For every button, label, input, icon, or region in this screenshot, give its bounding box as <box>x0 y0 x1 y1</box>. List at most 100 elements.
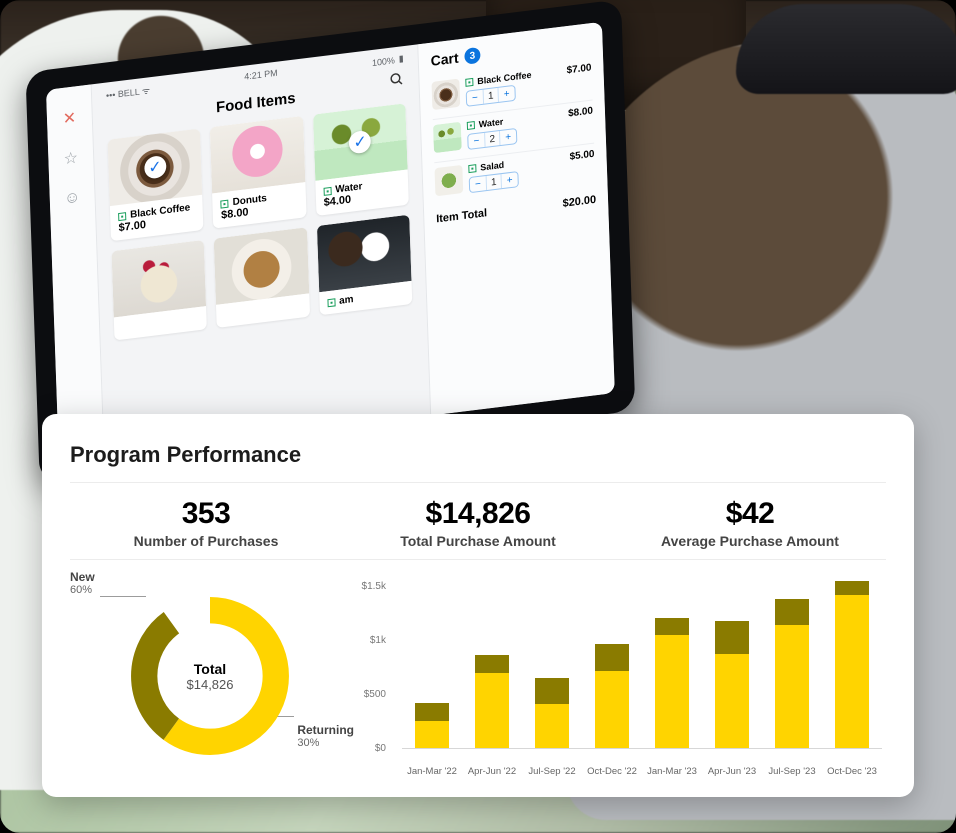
availability-icon <box>327 298 335 307</box>
product-card[interactable] <box>111 240 207 341</box>
cart-total-value: $20.00 <box>562 194 596 210</box>
cart-total-label: Item Total <box>436 207 487 225</box>
bar-segment-bottom <box>595 671 629 749</box>
bar-segment-bottom <box>775 625 809 749</box>
kpi: 353Number of Purchases <box>70 497 342 549</box>
bar-segment-bottom <box>655 635 689 749</box>
wifi-icon: ᯤ <box>142 85 151 96</box>
bar-segment-top <box>415 703 449 721</box>
donut-center-value: $14,826 <box>187 677 234 692</box>
qty-plus[interactable]: + <box>501 172 517 188</box>
bar-segment-bottom <box>835 595 869 749</box>
dashboard-card: Program Performance 353Number of Purchas… <box>42 414 914 797</box>
qty-stepper[interactable]: −2+ <box>467 128 517 150</box>
baseline <box>402 748 882 749</box>
star-icon[interactable]: ☆ <box>60 146 83 171</box>
bar <box>762 576 822 749</box>
availability-icon <box>323 186 331 195</box>
kpi-label: Total Purchase Amount <box>342 533 614 549</box>
bar <box>702 576 762 749</box>
donut-label-new: New60% <box>70 570 95 596</box>
x-tick-label: Oct-Dec '22 <box>582 766 642 777</box>
bar-segment-top <box>715 621 749 653</box>
qty-plus[interactable]: + <box>498 86 514 102</box>
qty-minus[interactable]: − <box>468 133 484 149</box>
product-card[interactable] <box>214 227 310 328</box>
face-icon[interactable]: ☺ <box>61 186 84 211</box>
x-tick-label: Jul-Sep '23 <box>762 766 822 777</box>
bar <box>582 576 642 749</box>
availability-icon <box>467 121 475 130</box>
utensils-icon[interactable]: ✕ <box>58 106 81 131</box>
qty-minus[interactable]: − <box>470 176 486 192</box>
donut-center-title: Total <box>194 661 226 677</box>
status-carrier: ••• BELL ᯤ <box>106 83 150 101</box>
battery-icon: ▮ <box>399 53 404 65</box>
y-tick: $1.5k <box>354 581 402 592</box>
y-tick: $0 <box>354 743 402 754</box>
availability-icon <box>118 212 126 221</box>
cart-item-price: $7.00 <box>566 62 591 76</box>
x-tick-label: Jan-Mar '22 <box>402 766 462 777</box>
cart-thumb <box>433 122 462 154</box>
bar-segment-bottom <box>715 654 749 749</box>
product-image: ✓ <box>313 103 408 181</box>
bar-segment-top <box>835 581 869 595</box>
donut-svg-wrap: Total $14,826 <box>116 582 304 770</box>
kpi-value: $14,826 <box>342 497 614 531</box>
bar-segment-top <box>655 618 689 635</box>
y-tick: $500 <box>354 689 402 700</box>
bar-segment-top <box>595 644 629 671</box>
bar-segment-bottom <box>535 704 569 749</box>
y-tick: $1k <box>354 635 402 646</box>
qty-plus[interactable]: + <box>500 129 516 145</box>
product-image: ✓ <box>108 128 203 206</box>
tablet-screen: ✕ ☆ ☺ ••• BELL ᯤ 4:21 PM 100% ▮ Food Ite… <box>46 22 615 461</box>
x-tick-label: Oct-Dec '23 <box>822 766 882 777</box>
cart-thumb <box>431 79 460 111</box>
product-image <box>111 240 206 318</box>
product-card[interactable]: Donuts$8.00 <box>210 116 306 229</box>
cart-item-price: $8.00 <box>568 105 593 119</box>
search-button[interactable] <box>388 70 405 93</box>
bars <box>402 576 882 749</box>
product-grid: ✓Black Coffee$7.00Donuts$8.00✓Water$4.00… <box>108 103 413 340</box>
status-time: 4:21 PM <box>244 68 278 85</box>
qty-stepper[interactable]: −1+ <box>469 171 519 193</box>
cart-thumb <box>434 165 463 197</box>
qty-value: 2 <box>484 131 500 147</box>
charts-row: New60% Returning30% Total $14,826 $0$500… <box>70 570 886 777</box>
availability-icon <box>465 78 473 87</box>
x-tick-label: Apr-Jun '22 <box>462 766 522 777</box>
x-axis-labels: Jan-Mar '22Apr-Jun '22Jul-Sep '22Oct-Dec… <box>402 766 882 777</box>
kpi: $42 Average Purchase Amount <box>614 497 886 549</box>
bar-chart: $0$500$1k$1.5k Jan-Mar '22Apr-Jun '22Jul… <box>354 570 886 777</box>
bar <box>462 576 522 749</box>
y-axis: $0$500$1k$1.5k <box>354 576 402 749</box>
product-card[interactable]: ✓Black Coffee$7.00 <box>108 128 204 241</box>
kpi-value: 353 <box>70 497 342 531</box>
availability-icon <box>468 164 476 173</box>
x-tick-label: Apr-Jun '23 <box>702 766 762 777</box>
tablet-main: ••• BELL ᯤ 4:21 PM 100% ▮ Food Items ✓Bl… <box>92 44 431 455</box>
bar-segment-top <box>535 678 569 704</box>
check-icon: ✓ <box>349 130 372 155</box>
bar <box>822 576 882 749</box>
cart-items: Black Coffee−1+$7.00Water−2+$8.00Salad−1… <box>431 57 595 205</box>
x-tick-label: Jul-Sep '22 <box>522 766 582 777</box>
kpi-label: Average Purchase Amount <box>614 533 886 549</box>
bar <box>402 576 462 749</box>
qty-value: 1 <box>483 88 499 104</box>
product-card[interactable]: ✓Water$4.00 <box>313 103 409 216</box>
qty-stepper[interactable]: −1+ <box>466 85 516 107</box>
product-image <box>210 116 305 194</box>
bar-segment-bottom <box>415 721 449 749</box>
cart-item-price: $5.00 <box>569 149 594 163</box>
cart-panel: Cart 3 Black Coffee−1+$7.00Water−2+$8.00… <box>417 22 615 416</box>
bar-segment-top <box>775 599 809 625</box>
product-card[interactable]: am <box>317 215 413 316</box>
qty-minus[interactable]: − <box>467 90 483 106</box>
bar <box>522 576 582 749</box>
kpi-value: $42 <box>614 497 886 531</box>
product-image <box>317 215 412 293</box>
